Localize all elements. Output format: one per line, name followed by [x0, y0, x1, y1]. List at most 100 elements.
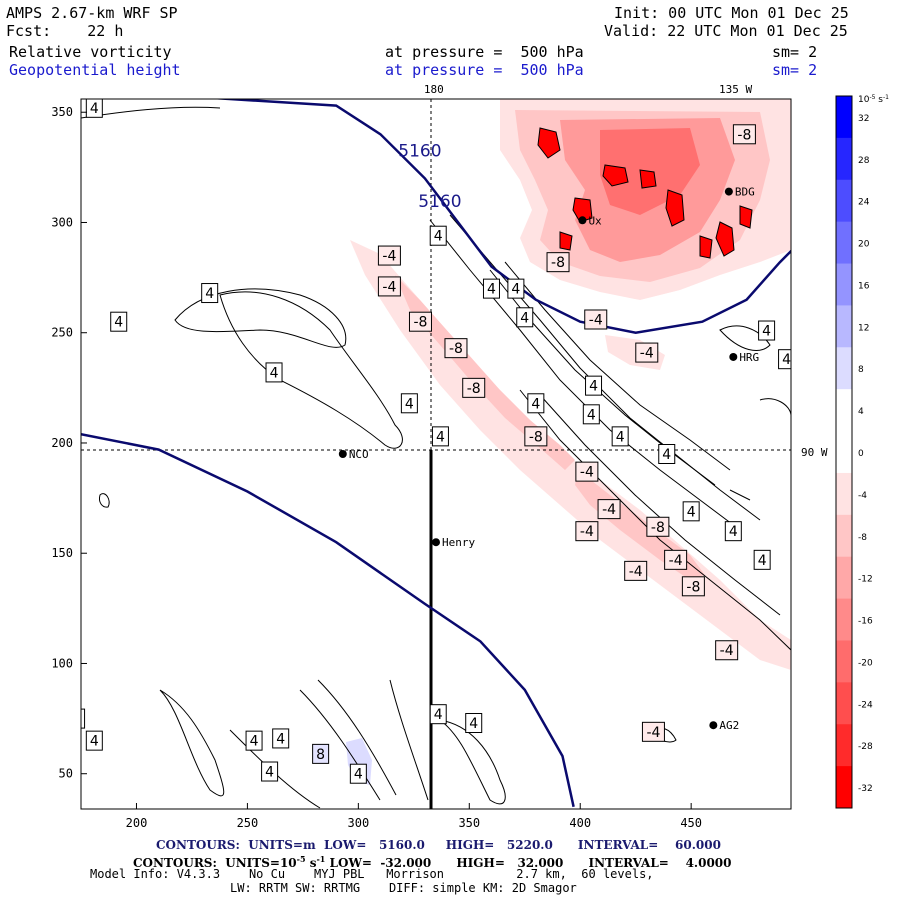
footer-height-interval: INTERVAL= 60.000	[577, 838, 721, 852]
vorticity-label-box	[429, 225, 447, 246]
footer-vort-interval: INTERVAL= 4.0000	[588, 856, 732, 870]
vorticity-label: -4	[597, 499, 621, 520]
stations: NCO Henry AG2 HRG BDG Ux	[338, 186, 759, 732]
pressure-height: at pressure = 500 hPa	[385, 61, 584, 79]
smooth-vorticity: sm= 2	[772, 43, 818, 61]
vorticity-label-text: 4	[531, 396, 540, 412]
colorbar-segment	[836, 137, 852, 181]
colorbar-unit: 10-5 s-1	[858, 94, 889, 105]
vorticity-label: 4	[431, 426, 449, 447]
y-axis: 50 100 150 200 250 300 350	[51, 105, 87, 781]
colorbar-segment	[836, 682, 852, 725]
colorbar-tick-label: -20	[858, 658, 873, 668]
colorbar-tick-label: 0	[858, 449, 864, 459]
vorticity-label-text: -4	[669, 553, 683, 569]
station-henry: Henry	[432, 536, 475, 549]
footer-model-info: Model Info: V4.3.3 No Cu MYJ PBL Morriso…	[90, 867, 654, 881]
vorticity-label-text: -8	[529, 429, 543, 445]
init-time: Init: 00 UTC Mon 01 Dec 25	[614, 4, 849, 22]
y-tick-label: 300	[51, 215, 73, 229]
vorticity-label: 4	[429, 225, 447, 246]
colorbar-segment	[836, 640, 852, 683]
vorticity-label-text: -8	[651, 520, 665, 536]
vorticity-label: -4	[641, 721, 665, 742]
vorticity-label-box	[635, 342, 659, 363]
vorticity-label: 4	[507, 278, 525, 299]
vorticity-label-box	[584, 309, 608, 330]
colorbar-segment	[836, 724, 852, 767]
vorticity-label-text: -8	[449, 341, 463, 357]
vorticity-label: -8	[444, 338, 468, 359]
colorbar-tick-label: 28	[858, 156, 870, 166]
vorticity-label-box	[507, 278, 525, 299]
vorticity-label: 4	[85, 99, 103, 118]
x-tick-label: 200	[126, 816, 148, 830]
vorticity-label-text: -4	[580, 465, 594, 481]
vorticity-label-box	[646, 516, 670, 537]
station-label: Ux	[588, 214, 602, 227]
vorticity-label: -4	[377, 276, 401, 297]
vorticity-label-text: -4	[720, 643, 734, 659]
vorticity-label-box	[753, 549, 771, 570]
vorticity-label-text: 4	[616, 429, 625, 445]
station-marker	[432, 538, 440, 547]
vorticity-label-box	[624, 560, 648, 581]
vorticity-label: 4	[349, 763, 367, 784]
vorticity-label: 4	[81, 708, 86, 729]
vorticity-label-text: 4	[782, 352, 791, 368]
vorticity-label: -4	[575, 521, 599, 542]
x-tick-label: 250	[237, 816, 259, 830]
vorticity-label-box	[575, 461, 599, 482]
x-tick-label: 400	[569, 816, 591, 830]
x-axis: 200 250 300 350 400 450	[126, 803, 702, 830]
vorticity-label-text: -4	[589, 312, 603, 328]
footer-height-contours: CONTOURS: UNITS=m LOW= 5160.0 HIGH= 5220…	[156, 838, 721, 852]
footer-vort-low: LOW= -32.000	[325, 856, 432, 870]
vorticity-label: 4	[400, 393, 418, 414]
colorbar-tick-label: 24	[858, 198, 870, 208]
vorticity-label: -4	[664, 549, 688, 570]
colorbar-segment	[836, 598, 852, 641]
vorticity-label-text: 4	[487, 282, 496, 298]
colorbar-tick-label: 12	[858, 323, 869, 333]
vorticity-label-text: -4	[602, 502, 616, 518]
station-label: Henry	[442, 536, 475, 549]
vorticity-label-text: -8	[737, 127, 751, 143]
colorbar-segment	[836, 263, 852, 306]
vorticity-labels: 4-84-4-4-84 4 44 -8 4 -44-8 -4 44-8 44 444 -8 44-4-…	[81, 99, 791, 784]
smooth-height: sm= 2	[772, 61, 818, 79]
vorticity-label: -8	[462, 377, 486, 398]
colorbar-tick-label: -28	[858, 742, 873, 752]
vorticity-label-box	[611, 426, 629, 447]
x-tick-label: 450	[680, 816, 702, 830]
vorticity-label-box	[261, 761, 279, 782]
colorbar-tick-label: -12	[858, 575, 873, 585]
colorbar-tick-label: -32	[858, 784, 873, 794]
vorticity-label-text: 4	[270, 365, 279, 381]
vorticity-label-box	[715, 640, 739, 661]
y-tick-label: 250	[51, 326, 73, 340]
vorticity-label: 4	[516, 307, 534, 328]
vorticity-label-text: -4	[646, 725, 660, 741]
colorbar-tick-label: -8	[858, 533, 867, 543]
vorticity-label-box	[85, 99, 103, 118]
vorticity-label: -8	[681, 576, 705, 597]
vorticity-label: 4	[582, 404, 600, 425]
vorticity-label-text: 4	[758, 553, 767, 569]
station-ag2: AG2	[709, 719, 739, 732]
station-marker	[724, 187, 733, 196]
vorticity-label-box	[85, 730, 103, 751]
station-label: BDG	[735, 186, 755, 199]
station-marker	[729, 352, 738, 361]
vorticity-label-box	[408, 311, 432, 332]
vorticity-label-text: 4	[250, 734, 259, 750]
vorticity-label-box	[527, 393, 545, 414]
vorticity-label-box	[465, 713, 483, 734]
vorticity-label: 4	[201, 283, 219, 304]
vorticity-label: 8	[312, 743, 330, 764]
vorticity-label-box	[462, 377, 486, 398]
height-contours: 5160 5160	[81, 99, 791, 808]
vorticity-label: 4	[465, 713, 483, 734]
vorticity-cores	[537, 127, 753, 259]
vorticity-label: 4	[585, 375, 603, 396]
